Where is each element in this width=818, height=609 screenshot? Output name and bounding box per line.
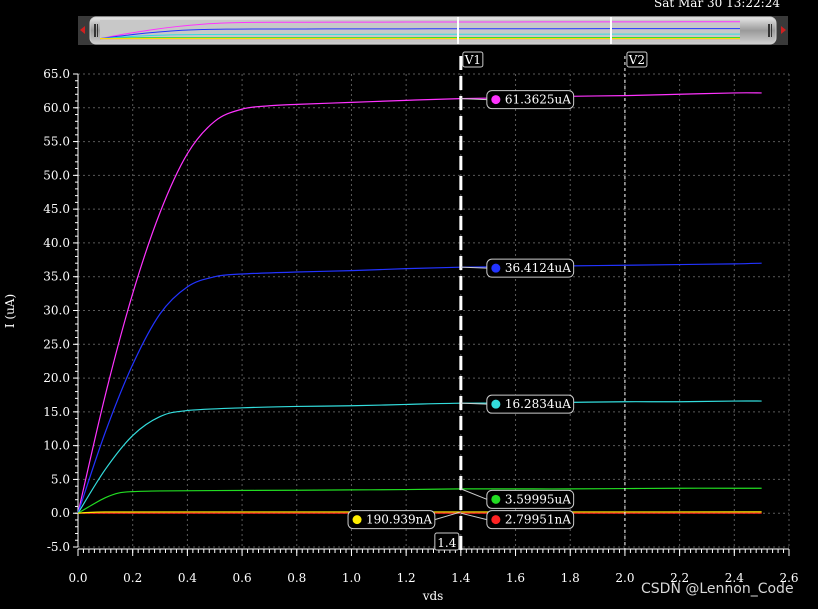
y-tick-labels: -5.0 0.0 5.0 10.0 15.0 20.0 25.0 30.0 35.0 40.0 45… xyxy=(43,67,70,554)
x-tick-label: 1.2 xyxy=(397,571,416,585)
cursors[interactable]: V1 1.4 V2 xyxy=(434,51,648,551)
marker-value: 190.939nA xyxy=(366,513,432,527)
x-tick-label: 1.0 xyxy=(342,571,361,585)
overview-trace-3 xyxy=(99,37,740,40)
right-grip-icon-line xyxy=(771,24,772,37)
marker-box xyxy=(486,489,575,509)
cursor-tag-v2 xyxy=(626,51,648,68)
y-tick-label: 10.0 xyxy=(43,439,70,453)
trace-3 xyxy=(77,487,762,514)
x-tick-label: 2.0 xyxy=(615,571,634,585)
left-grip-icon[interactable] xyxy=(94,24,96,37)
x-axis-label: vds xyxy=(422,589,444,603)
marker-box xyxy=(486,90,575,110)
watermark: CSDN @Lennon_Code xyxy=(641,581,794,597)
y-tick-label: 20.0 xyxy=(43,371,70,385)
marker-leader xyxy=(460,488,488,500)
marker-value: 16.2834uA xyxy=(505,397,571,411)
scroll-right-arrow-icon[interactable] xyxy=(781,26,786,34)
x-tick-label: 0.8 xyxy=(287,571,306,585)
y-tick-label: 25.0 xyxy=(43,337,70,351)
trace-0 xyxy=(77,92,762,514)
marker-box xyxy=(486,510,575,530)
marker-box xyxy=(347,510,436,530)
trace-1 xyxy=(77,262,762,514)
x-tick-label: 1.6 xyxy=(506,571,525,585)
marker-leader xyxy=(460,266,487,269)
y-tick-label: -5.0 xyxy=(47,540,70,554)
axes xyxy=(73,73,790,556)
y-tick-label: 55.0 xyxy=(43,135,70,149)
marker-value: 61.3625uA xyxy=(505,93,571,107)
x-tick-label: 0.4 xyxy=(178,571,197,585)
marker-leader xyxy=(460,512,487,521)
cursor-value-box xyxy=(434,532,460,551)
y-tick-label: 65.0 xyxy=(43,67,70,81)
overview-trace-0 xyxy=(99,21,741,40)
cursor-value-label: 1.4 xyxy=(437,536,456,550)
y-tick-label: 60.0 xyxy=(43,101,70,115)
overview-trace-2 xyxy=(99,33,741,40)
timestamp: Sat Mar 30 13:22:24 xyxy=(654,0,780,10)
y-tick-label: 50.0 xyxy=(43,168,70,182)
cursor-tag-v1 xyxy=(462,51,484,68)
traces xyxy=(77,92,762,514)
marker-box xyxy=(486,258,575,278)
cursor-label-v1: V1 xyxy=(464,53,481,67)
x-tick-label: 2.2 xyxy=(670,571,689,585)
x-tick-label: 2.6 xyxy=(779,571,798,585)
marker-dot xyxy=(491,494,501,504)
y-tick-label: 35.0 xyxy=(43,270,70,284)
overview-strip[interactable] xyxy=(78,16,788,45)
right-grip-icon[interactable] xyxy=(768,24,770,37)
trace-2 xyxy=(77,400,762,514)
marker-value: 36.4124uA xyxy=(505,261,571,275)
marker-leader xyxy=(434,511,461,521)
y-tick-label: 15.0 xyxy=(43,405,70,419)
overview-traces xyxy=(99,21,741,40)
y-axis-label: I (uA) xyxy=(3,294,17,328)
marker-dot xyxy=(491,399,501,409)
marker-dot xyxy=(491,95,501,105)
scroll-left-arrow-icon[interactable] xyxy=(80,26,85,34)
overview-svg xyxy=(78,16,788,45)
x-tick-label: 1.4 xyxy=(451,571,470,585)
x-tick-labels: 0.0 0.2 0.4 0.6 0.8 1.0 1.2 1.4 1.6 1.8 2.0 2.2 2.4 2… xyxy=(68,571,798,585)
marker-value: 2.79951nA xyxy=(505,513,571,527)
marker-dot xyxy=(491,515,501,525)
marker-dot xyxy=(352,515,362,525)
overview-trace-1 xyxy=(99,28,741,40)
marker-box xyxy=(486,394,575,414)
x-tick-label: 0.6 xyxy=(233,571,252,585)
y-tick-label: 0.0 xyxy=(51,506,70,520)
x-tick-label: 2.4 xyxy=(725,571,744,585)
y-tick-label: 45.0 xyxy=(43,202,70,216)
marker-leader xyxy=(460,98,487,101)
overview-plot-area xyxy=(100,20,740,41)
x-tick-label: 0.0 xyxy=(68,571,87,585)
value-markers: 61.3625uA 36.4124uA 16.2834uA 3.59995uA 2.79… xyxy=(347,90,575,530)
x-tick-label: 0.2 xyxy=(123,571,142,585)
x-tick-label: 1.8 xyxy=(561,571,580,585)
marker-dot xyxy=(491,263,501,273)
y-tick-label: 40.0 xyxy=(43,236,70,250)
left-grip-icon-line xyxy=(97,24,98,37)
y-tick-label: 30.0 xyxy=(43,304,70,318)
marker-leader xyxy=(460,402,487,405)
marker-value: 3.59995uA xyxy=(505,492,571,506)
y-tick-label: 5.0 xyxy=(51,472,70,486)
cursor-label-v2: V2 xyxy=(628,53,645,67)
grid xyxy=(77,73,790,548)
